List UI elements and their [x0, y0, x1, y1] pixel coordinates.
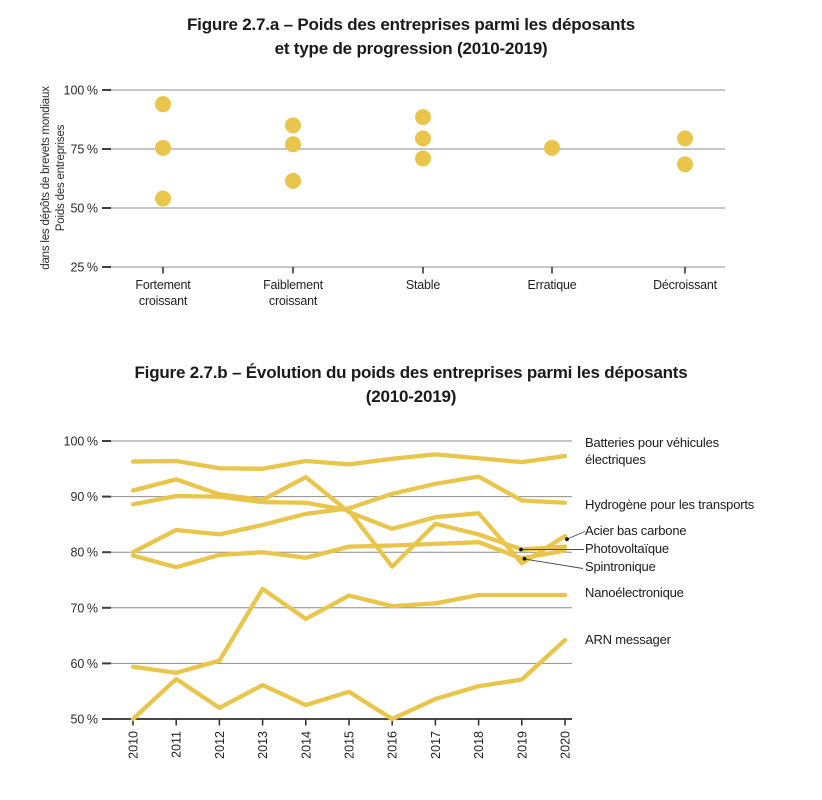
x-tick-label: 2011	[170, 731, 184, 758]
data-dot	[285, 172, 301, 189]
legend-label-photovoltaique: Photovoltaïque	[585, 541, 669, 556]
series-line	[130, 540, 568, 570]
legend-label-arn-messager: ARN messager	[585, 632, 671, 647]
x-tick-label: 2014	[299, 731, 313, 759]
y-tick-label: 100 %	[64, 435, 98, 449]
figure-a-title-line2: et type de progression (2010-2019)	[274, 38, 548, 58]
data-dot	[155, 96, 171, 113]
data-dot	[415, 150, 431, 167]
leader-spintronique-dot	[522, 556, 527, 561]
series-line	[130, 452, 568, 471]
series-line	[130, 493, 568, 569]
category-label: Erratique	[527, 278, 577, 292]
data-dot	[677, 130, 693, 147]
x-tick-label: 2018	[472, 731, 486, 759]
x-tick-label: 2016	[386, 731, 400, 759]
x-tick-label: 2019	[515, 731, 529, 759]
legend-label-spintronique: Spintronique	[585, 559, 656, 574]
x-tick-label: 2010	[127, 731, 141, 759]
leader-acier-bas-carbone	[568, 531, 586, 539]
legend-label-nanoelectronique: Nanoélectronique	[585, 585, 684, 600]
figure-b-title-line1: Figure 2.7.b – Évolution du poids des en…	[134, 363, 688, 382]
category-label: Faiblement croissant	[263, 278, 323, 308]
legend-label-batteries: Batteries pour véhicules électriques	[585, 435, 719, 467]
figure-b-title-line2: (2010-2019)	[365, 386, 457, 406]
figure-b-title: Figure 2.7.b – Évolution du poids des en…	[0, 361, 822, 408]
series-line	[130, 586, 568, 676]
series-line	[130, 474, 568, 566]
y-tick-label: 25 %	[70, 261, 98, 275]
data-dot	[285, 117, 301, 134]
x-tick-label: 2020	[559, 731, 573, 759]
leader-acier-bas-carbone-dot	[565, 537, 569, 542]
series-line	[130, 637, 568, 722]
legend-label-hydrogene: Hydrogène pour les transports	[585, 497, 755, 512]
x-tick-label: 2012	[213, 731, 227, 759]
data-dot	[415, 109, 431, 126]
y-tick-label: 80 %	[70, 546, 98, 560]
y-tick-label: 90 %	[70, 490, 98, 504]
category-label: Fortement croissant	[135, 278, 191, 308]
data-dot	[155, 139, 171, 156]
x-tick-label: 2013	[256, 731, 270, 759]
figure-a-title: Figure 2.7.a – Poids des entreprises par…	[0, 13, 822, 60]
y-tick-label: 75 %	[70, 143, 98, 157]
x-tick-label: 2015	[343, 731, 357, 759]
figure-a-y-axis-label-line1: Poids des entreprises	[55, 124, 67, 232]
leader-spintronique	[525, 558, 584, 569]
category-label: Stable	[405, 278, 441, 292]
x-tick-label: 2017	[429, 731, 443, 759]
y-tick-label: 70 %	[70, 601, 98, 615]
y-tick-label: 60 %	[70, 657, 98, 671]
data-dot	[544, 139, 560, 156]
figure-a-y-axis-label-line2: dans les dépôts de brevets mondiaux	[40, 86, 52, 270]
figure-a-y-axis-label: dans les dépôts de brevets mondiaux Poid…	[39, 86, 69, 270]
y-tick-label: 50 %	[70, 202, 98, 216]
y-tick-label: 50 %	[70, 713, 98, 727]
leader-photovoltaique-dot	[519, 547, 523, 552]
category-label: Décroissant	[653, 278, 717, 292]
data-dot	[677, 156, 693, 173]
figure-a-title-line1: Figure 2.7.a – Poids des entreprises par…	[187, 15, 635, 34]
data-dot	[285, 136, 301, 153]
data-dot	[155, 190, 171, 207]
data-dot	[415, 130, 431, 147]
legend-label-acier-bas-carbone: Acier bas carbone	[585, 523, 687, 538]
series-line	[130, 474, 568, 555]
